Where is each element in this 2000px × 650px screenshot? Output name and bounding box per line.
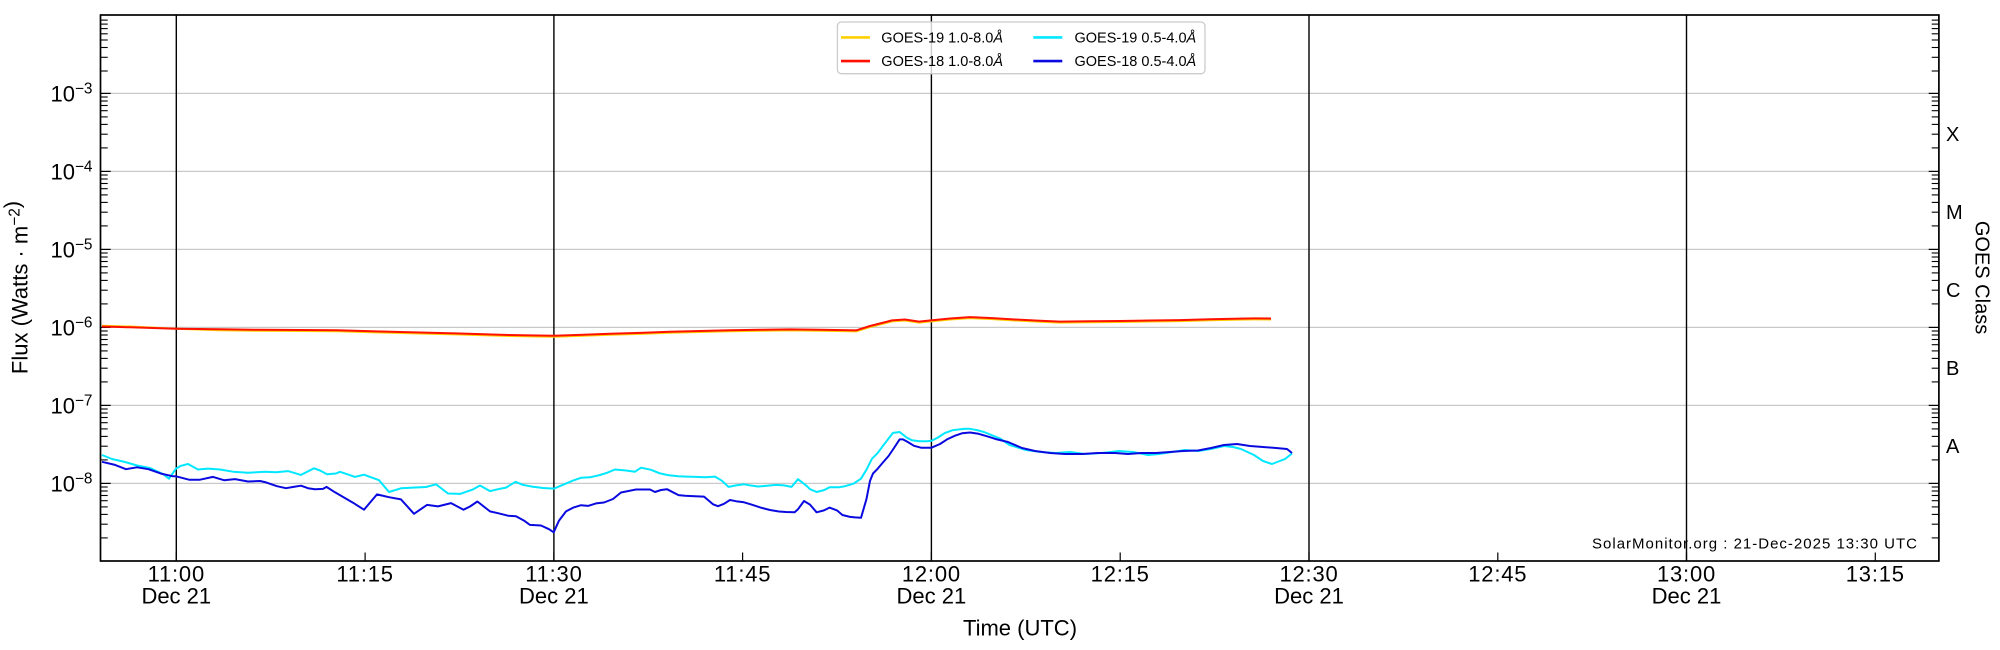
svg-text:11:30: 11:30 — [525, 562, 582, 587]
svg-text:Dec 21: Dec 21 — [141, 584, 211, 609]
svg-text:12:30: 12:30 — [1279, 562, 1338, 587]
svg-text:Dec 21: Dec 21 — [1274, 584, 1344, 609]
svg-text:GOES Class: GOES Class — [1971, 221, 1993, 334]
svg-text:10−3: 10−3 — [50, 80, 92, 106]
svg-text:GOES-19 0.5-4.0Å: GOES-19 0.5-4.0Å — [1075, 29, 1197, 46]
svg-text:11:15: 11:15 — [336, 562, 393, 587]
svg-text:13:00: 13:00 — [1657, 562, 1716, 587]
svg-text:11:45: 11:45 — [714, 562, 771, 587]
svg-text:GOES-18 0.5-4.0Å: GOES-18 0.5-4.0Å — [1075, 53, 1197, 70]
svg-text:Time (UTC): Time (UTC) — [963, 616, 1077, 641]
svg-text:M: M — [1946, 202, 1963, 224]
svg-text:X: X — [1946, 124, 1959, 146]
svg-text:12:00: 12:00 — [902, 562, 961, 587]
svg-text:12:15: 12:15 — [1091, 562, 1150, 587]
svg-text:C: C — [1946, 280, 1960, 302]
svg-text:12:45: 12:45 — [1468, 562, 1527, 587]
svg-text:Dec 21: Dec 21 — [519, 584, 589, 609]
svg-text:GOES-19 1.0-8.0Å: GOES-19 1.0-8.0Å — [881, 29, 1003, 46]
svg-text:GOES-18 1.0-8.0Å: GOES-18 1.0-8.0Å — [881, 53, 1003, 70]
svg-text:Dec 21: Dec 21 — [897, 584, 967, 609]
svg-text:Dec 21: Dec 21 — [1652, 584, 1722, 609]
svg-text:13:15: 13:15 — [1846, 562, 1905, 587]
svg-text:10−8: 10−8 — [50, 470, 92, 496]
svg-text:B: B — [1946, 358, 1959, 380]
svg-text:SolarMonitor.org : 21-Dec-2025: SolarMonitor.org : 21-Dec-2025 13:30 UTC — [1592, 536, 1918, 553]
svg-text:11:00: 11:00 — [148, 562, 205, 587]
svg-text:A: A — [1946, 436, 1960, 458]
